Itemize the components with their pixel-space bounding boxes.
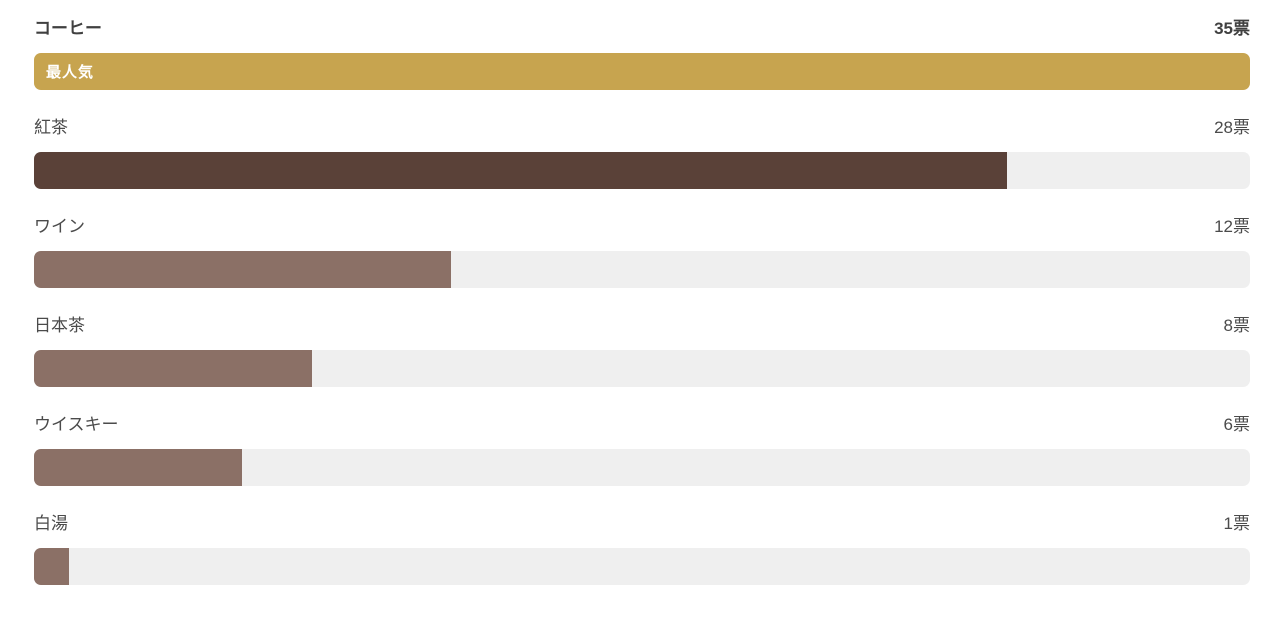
option-votes: 8票 [1223, 316, 1250, 335]
option-votes: 35票 [1214, 19, 1250, 38]
vote-bar-track [34, 449, 1250, 486]
option-votes: 6票 [1223, 415, 1250, 434]
vote-bar-fill [34, 251, 451, 288]
poll-results: コーヒー 35票 最人気 紅茶 28票 ワイン 12票 日本茶 8票 [34, 0, 1250, 585]
poll-option-header: ウイスキー 6票 [34, 412, 1250, 437]
option-votes: 28票 [1214, 118, 1250, 137]
poll-option-header: 紅茶 28票 [34, 115, 1250, 140]
poll-option-row: 日本茶 8票 [34, 313, 1250, 387]
vote-bar-fill [34, 152, 1007, 189]
vote-bar-fill [34, 449, 243, 486]
poll-option-header: 白湯 1票 [34, 511, 1250, 536]
vote-bar-fill [34, 350, 312, 387]
vote-bar-fill [34, 548, 69, 585]
poll-option-row: 紅茶 28票 [34, 115, 1250, 189]
vote-bar-track [34, 251, 1250, 288]
vote-bar-track [34, 350, 1250, 387]
poll-option-row: 白湯 1票 [34, 511, 1250, 585]
option-label: ワイン [34, 217, 85, 236]
vote-bar-track [34, 152, 1250, 189]
vote-bar-track: 最人気 [34, 53, 1250, 90]
option-label: 日本茶 [34, 316, 85, 335]
poll-option-header: ワイン 12票 [34, 214, 1250, 239]
option-votes: 1票 [1223, 514, 1250, 533]
vote-bar-track [34, 548, 1250, 585]
option-label: コーヒー [34, 19, 102, 38]
poll-option-row: ウイスキー 6票 [34, 412, 1250, 486]
most-popular-badge: 最人気 [46, 64, 95, 81]
option-label: 紅茶 [34, 118, 68, 137]
option-label: 白湯 [34, 514, 68, 533]
vote-bar-fill: 最人気 [34, 53, 1250, 90]
option-label: ウイスキー [34, 415, 119, 434]
option-votes: 12票 [1214, 217, 1250, 236]
poll-option-row: コーヒー 35票 最人気 [34, 16, 1250, 90]
poll-option-header: コーヒー 35票 [34, 16, 1250, 41]
poll-option-header: 日本茶 8票 [34, 313, 1250, 338]
poll-option-row: ワイン 12票 [34, 214, 1250, 288]
